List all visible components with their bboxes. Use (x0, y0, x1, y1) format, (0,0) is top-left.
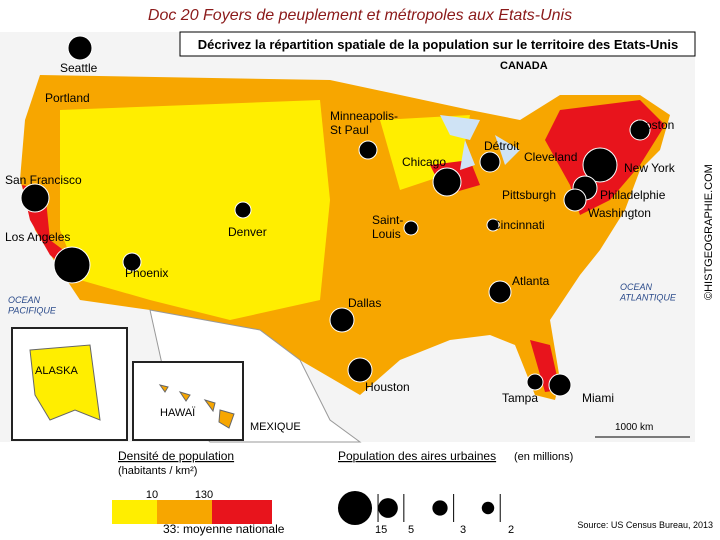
city-label: Détroit (484, 139, 520, 153)
city-marker (486, 218, 500, 232)
city-marker (403, 220, 419, 236)
source: Source: US Census Bureau, 2013 (577, 520, 713, 530)
city-label: Los Angeles (5, 230, 70, 244)
legend-circle (481, 501, 495, 515)
hawaii-inset (132, 361, 244, 441)
population-legend: 15 5 3 2 (337, 490, 514, 536)
region-label: ALASKA (35, 365, 78, 377)
density-average: 33: moyenne nationale (163, 522, 285, 536)
city-layer: Seattle Portland Minneapolis-St Paul San Fr… (5, 35, 676, 405)
subtitle-box (179, 31, 696, 57)
city-label: Seattle (60, 61, 98, 75)
legend-value: 2 (508, 524, 514, 536)
great-lakes (440, 115, 520, 170)
city-label: Cleveland (524, 150, 577, 164)
density-swatch (212, 500, 272, 524)
city-label: Tampa (502, 391, 538, 405)
legend-title: Densité de population (118, 449, 234, 463)
title-band (0, 0, 720, 32)
legend-title: Population des aires urbaines (338, 449, 496, 463)
city-marker (53, 246, 91, 284)
city-marker (479, 151, 501, 173)
city-label: Miami (582, 391, 614, 405)
ocean-label: OCEAN ATLANTIQUE (619, 282, 677, 302)
legend-unit: (habitants / km²) (118, 465, 197, 477)
city-label: Chicago (402, 155, 446, 169)
city-label: Minneapolis-St Paul (330, 109, 398, 137)
alaska-land (29, 344, 101, 421)
city-marker (548, 373, 572, 397)
density-swatch (112, 500, 157, 524)
city-label: New York (624, 161, 676, 175)
legend-value: 5 (408, 524, 414, 536)
region-label: CANADA (500, 60, 548, 72)
city-marker (488, 280, 512, 304)
ocean-label: OCEAN PACIFIQUE (8, 295, 57, 315)
region-label: HAWAÏ (160, 407, 196, 419)
scale-label: 1000 km (615, 422, 653, 433)
city-label: Phoenix (125, 266, 168, 280)
density-threshold: 130 (195, 489, 213, 501)
legend-circle (337, 490, 373, 526)
legend-value: 3 (460, 524, 466, 536)
city-label: Denver (228, 225, 267, 239)
city-marker (563, 188, 587, 212)
city-label: Houston (365, 380, 410, 394)
city-label: Philadelphie (600, 188, 666, 202)
city-marker (122, 252, 142, 272)
city-marker (20, 183, 50, 213)
city-label: Portland (45, 91, 90, 105)
subtitle: Décrivez la répartition spatiale de la p… (198, 37, 678, 52)
city-marker (67, 35, 93, 61)
city-label: Washington (588, 206, 651, 220)
legend-unit: (en millions) (514, 451, 573, 463)
city-marker (358, 140, 378, 160)
city-marker (329, 307, 355, 333)
density-swatch (157, 500, 212, 524)
hawaii-islands (158, 384, 235, 429)
legend-value: 15 (375, 524, 387, 536)
credit: ©HISTGEOGRAPHIE.COM (703, 164, 715, 300)
legend-circle (432, 500, 448, 516)
legend-circle (378, 498, 398, 518)
density-threshold: 10 (146, 489, 158, 501)
city-label: San Francisco (5, 173, 82, 187)
city-marker (582, 147, 618, 183)
city-label: Pittsburgh (502, 188, 556, 202)
city-marker (234, 201, 252, 219)
city-marker (629, 119, 651, 141)
region-label: MEXIQUE (250, 421, 301, 433)
city-label: Atlanta (512, 274, 550, 288)
city-label: Cincinnati (492, 218, 545, 232)
city-label: Saint-Louis (372, 213, 403, 241)
city-label: Dallas (348, 296, 381, 310)
city-label: Boston (637, 118, 674, 132)
city-marker (432, 167, 462, 197)
title: Doc 20 Foyers de peuplement et métropole… (148, 7, 572, 24)
city-marker (347, 357, 373, 383)
city-marker (526, 373, 544, 391)
